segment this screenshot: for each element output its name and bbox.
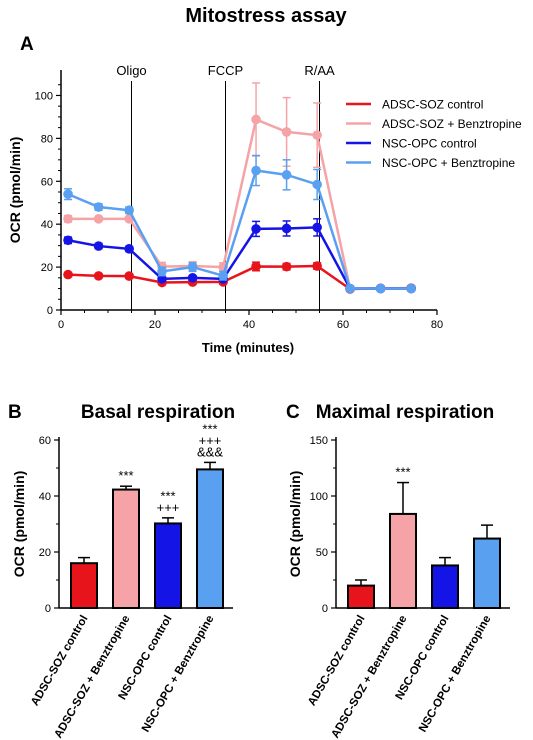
- panel-c-y-tick-label: 100: [310, 491, 328, 503]
- legend-label-1: ADSC-SOZ + Benztropine: [382, 117, 522, 131]
- panel-b-bar-0: [70, 562, 98, 610]
- data-point: [251, 114, 261, 125]
- panel-a-x-tick-label: 0: [58, 319, 64, 331]
- data-point: [312, 261, 322, 271]
- data-point: [187, 273, 198, 283]
- series-1: [63, 82, 416, 294]
- series-line-1: [68, 117, 412, 290]
- figure-title: Mitostress assay: [185, 5, 347, 27]
- data-point: [63, 235, 73, 246]
- series-line-0: [67, 264, 412, 291]
- data-point: [124, 244, 134, 254]
- panel-c-category-label-1: ADSC-SOZ + Benztropine: [329, 614, 409, 740]
- legend-label-2: NSC-OPC control: [382, 137, 477, 151]
- panel-a-x-label: Time (minutes): [202, 340, 294, 355]
- data-point: [281, 170, 292, 180]
- injection-label-1: FCCP: [208, 63, 243, 78]
- series-line-2: [67, 226, 412, 290]
- panel-b-bar-3: [196, 468, 224, 609]
- panel-b-annotation-3-2: &&&: [197, 444, 223, 459]
- legend-label-3: NSC-OPC + Benztropine: [382, 156, 515, 170]
- data-point: [63, 269, 73, 280]
- panel-b-y-label: OCR (pmol/min): [11, 471, 27, 578]
- data-point: [124, 271, 134, 281]
- panel-b-category-label-1: ADSC-SOZ + Benztropine: [52, 614, 132, 740]
- panel-b-annotation-3-1: +++: [199, 433, 222, 448]
- injection-label-2: R/AA: [304, 63, 335, 78]
- data-point: [157, 266, 167, 277]
- panel-c-annotation-1-0: ***: [395, 465, 410, 480]
- injection-label-0: Oligo: [116, 63, 146, 78]
- data-point: [406, 283, 416, 294]
- data-point: [93, 241, 104, 251]
- data-point: [375, 283, 386, 294]
- panel-c-y-tick-label: 50: [316, 547, 328, 559]
- panel-c-title: Maximal respiration: [316, 402, 494, 423]
- panel-b-annotation-3-0: ***: [202, 421, 217, 436]
- panel-a-line-chart: Oligo FCCP R/AA 0 20 40 60 80 100 0 20 40 60 80 ADSC…: [7, 63, 522, 355]
- panel-c-y-label: OCR (pmol/min): [287, 471, 303, 578]
- panel-a-x-tick-label: 40: [243, 319, 255, 331]
- data-point: [93, 271, 104, 281]
- panel-a-y-label: OCR (pmol/min): [7, 137, 23, 244]
- legend-label-0: ADSC-SOZ control: [382, 98, 483, 112]
- data-point: [281, 223, 292, 234]
- panel-b-bar-1: [112, 488, 140, 609]
- panel-b-bar-chart: Basal respiration OCR (pmol/min) ADSC-SO…: [11, 402, 235, 740]
- panel-b-y-tick-label: 40: [39, 491, 51, 503]
- data-point: [251, 165, 261, 176]
- panel-c-category-label-3: NSC-OPC + Benztropine: [417, 614, 494, 735]
- panel-a-y-tick-label: 100: [35, 90, 53, 102]
- panel-b-bar-2: [154, 522, 182, 609]
- panel-c-y-tick-label: 0: [322, 603, 328, 615]
- panel-a-y-tick-label: 80: [41, 133, 53, 145]
- data-point: [312, 179, 322, 190]
- panel-c-y-tick-label: 150: [310, 435, 328, 447]
- panel-b-annotation-2-1: +++: [157, 500, 180, 515]
- data-point: [281, 127, 292, 137]
- panel-c-bar-1: [389, 512, 417, 609]
- panel-b-annotation-1-0: ***: [118, 468, 133, 483]
- data-point: [63, 189, 73, 199]
- data-point: [93, 202, 104, 212]
- data-point: [281, 261, 292, 272]
- panel-label-a: A: [20, 34, 34, 55]
- data-point: [187, 262, 198, 272]
- panel-label-c: C: [286, 402, 300, 423]
- panel-label-b: B: [8, 402, 22, 423]
- panel-a-y-tick-label: 60: [41, 176, 53, 188]
- panel-b-title: Basal respiration: [81, 402, 235, 423]
- panel-a-y-tick-label: 0: [47, 305, 53, 317]
- panel-b-y-tick-label: 0: [45, 603, 51, 615]
- panel-c-bar-chart: Maximal respiration OCR (pmol/min) ADSC-…: [287, 402, 510, 740]
- panel-a-x-tick-label: 80: [431, 319, 443, 331]
- panel-a-x-tick-label: 60: [337, 319, 349, 331]
- data-point: [345, 283, 355, 294]
- data-point: [93, 214, 104, 224]
- series-line-3: [67, 169, 412, 290]
- panel-b-y-tick-label: 20: [39, 547, 51, 559]
- data-point: [63, 214, 73, 224]
- data-point: [218, 270, 228, 281]
- data-point: [312, 130, 322, 140]
- panel-c-bar-2: [431, 564, 459, 610]
- data-point: [251, 224, 261, 234]
- panel-a-y-tick-label: 20: [41, 262, 53, 274]
- panel-c-bar-3: [473, 537, 501, 609]
- panel-a-x-tick-label: 20: [149, 319, 161, 331]
- data-point: [312, 222, 322, 233]
- panel-b-annotation-2-0: ***: [160, 488, 175, 503]
- data-point: [157, 274, 167, 284]
- panel-b-y-tick-label: 60: [39, 435, 51, 447]
- series-3: [63, 154, 416, 294]
- panel-a-y-tick-label: 40: [41, 219, 53, 231]
- panel-b-category-label-3: NSC-OPC + Benztropine: [140, 614, 217, 735]
- data-point: [251, 261, 261, 272]
- series-2: [63, 218, 416, 294]
- panel-c-bar-0: [347, 584, 375, 609]
- data-point: [124, 205, 134, 216]
